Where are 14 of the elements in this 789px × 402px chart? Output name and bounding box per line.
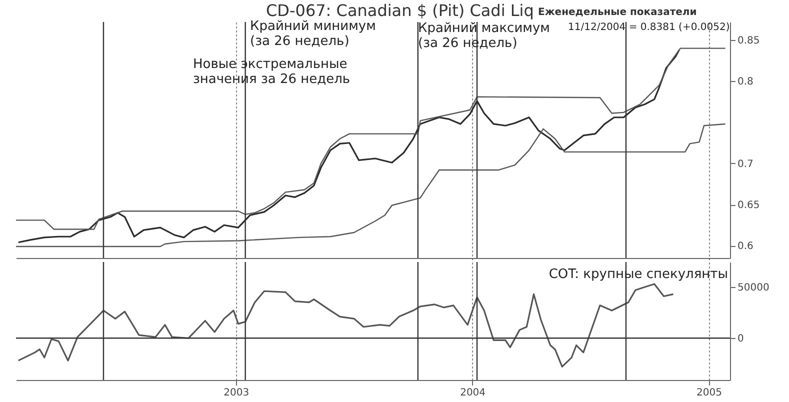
y-tick-label: 0.65 (738, 200, 760, 212)
x-tick-label: 2005 (696, 388, 722, 398)
annotation: Крайний минимум (за 26 недель) (250, 19, 376, 49)
annotation: 11/12/2004 = 0.8381 (+0.0052) (568, 22, 730, 33)
y-tick-label: 0.8 (738, 76, 754, 88)
x-tick-label: 2003 (224, 388, 250, 398)
y-tick-label: 0.6 (738, 241, 754, 252)
y-tick-label: 0 (738, 334, 744, 345)
chart-subtitle: Еженедельные показатели (538, 7, 697, 18)
x-tick-label: 2004 (460, 388, 486, 398)
y-tick-label: 0.7 (738, 158, 754, 170)
y-tick-label: 50000 (738, 282, 770, 294)
y-tick-label: 0.85 (738, 36, 760, 47)
chart-title: CD-067: Canadian $ (Pit) Cadi Liq (266, 1, 534, 20)
